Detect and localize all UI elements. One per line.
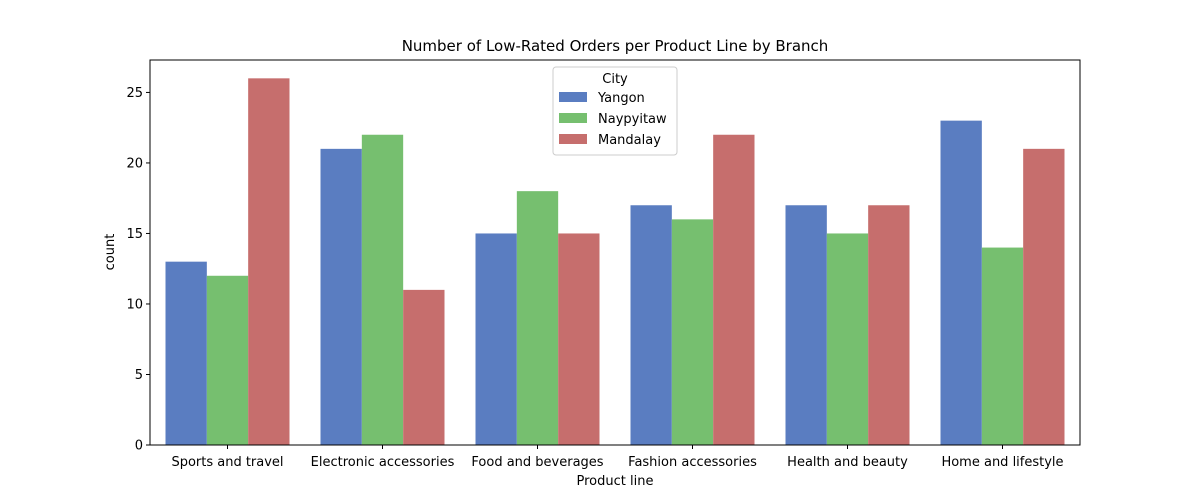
plot-frame	[149, 59, 1081, 446]
bar-naypyitaw-1	[206, 275, 249, 445]
bar-yangon-5	[785, 205, 827, 445]
x-tick-label: Home and lifestyle	[941, 455, 1063, 470]
x-tick-label: Food and beverages	[471, 455, 603, 470]
legend-box	[552, 66, 678, 156]
bar-yangon-2	[320, 148, 362, 445]
bars-layer	[165, 78, 1065, 446]
bar-naypyitaw-3	[516, 191, 559, 445]
legend-swatch-yangon	[559, 92, 587, 102]
bar-naypyitaw-2	[361, 134, 404, 445]
x-axis-label: Product line	[577, 474, 654, 489]
legend: City Yangon Naypyitaw Mandalay	[552, 66, 678, 156]
bar-mandalay-1	[248, 78, 290, 445]
legend-title: City	[602, 72, 628, 87]
y-tick-label: 5	[135, 368, 143, 383]
axes-layer: 0 5 10 15 20 25 Sports and travel Electronic ac…	[126, 59, 1081, 470]
legend-swatch-mandalay	[559, 134, 587, 144]
y-tick-label: 15	[126, 227, 143, 242]
legend-label-naypyitaw: Naypyitaw	[598, 112, 667, 127]
bar-naypyitaw-6	[981, 247, 1024, 445]
bar-yangon-6	[940, 120, 982, 446]
bar-yangon-4	[630, 205, 672, 445]
x-tick-label: Electronic accessories	[311, 455, 455, 470]
y-tick-label: 10	[126, 297, 143, 312]
y-tick-label: 25	[126, 86, 143, 101]
bar-mandalay-2	[403, 289, 445, 445]
x-tick-label: Health and beauty	[787, 455, 908, 470]
x-tick-label: Sports and travel	[171, 455, 283, 470]
bar-naypyitaw-4	[671, 219, 714, 445]
bar-mandalay-5	[868, 205, 910, 445]
chart-title: Number of Low-Rated Orders per Product L…	[402, 37, 829, 55]
bar-yangon-1	[165, 261, 207, 445]
y-tick-label: 0	[135, 439, 143, 454]
legend-label-mandalay: Mandalay	[598, 133, 661, 148]
bar-yangon-3	[475, 233, 517, 445]
x-tick-label: Fashion accessories	[628, 455, 757, 470]
bar-mandalay-4	[713, 134, 755, 445]
bar-mandalay-3	[558, 233, 600, 445]
bar-naypyitaw-5	[826, 233, 869, 445]
bar-mandalay-6	[1023, 148, 1065, 445]
y-tick-label: 20	[126, 156, 143, 171]
legend-swatch-naypyitaw	[559, 113, 587, 123]
y-axis-label: count	[103, 234, 118, 271]
legend-label-yangon: Yangon	[597, 91, 645, 106]
